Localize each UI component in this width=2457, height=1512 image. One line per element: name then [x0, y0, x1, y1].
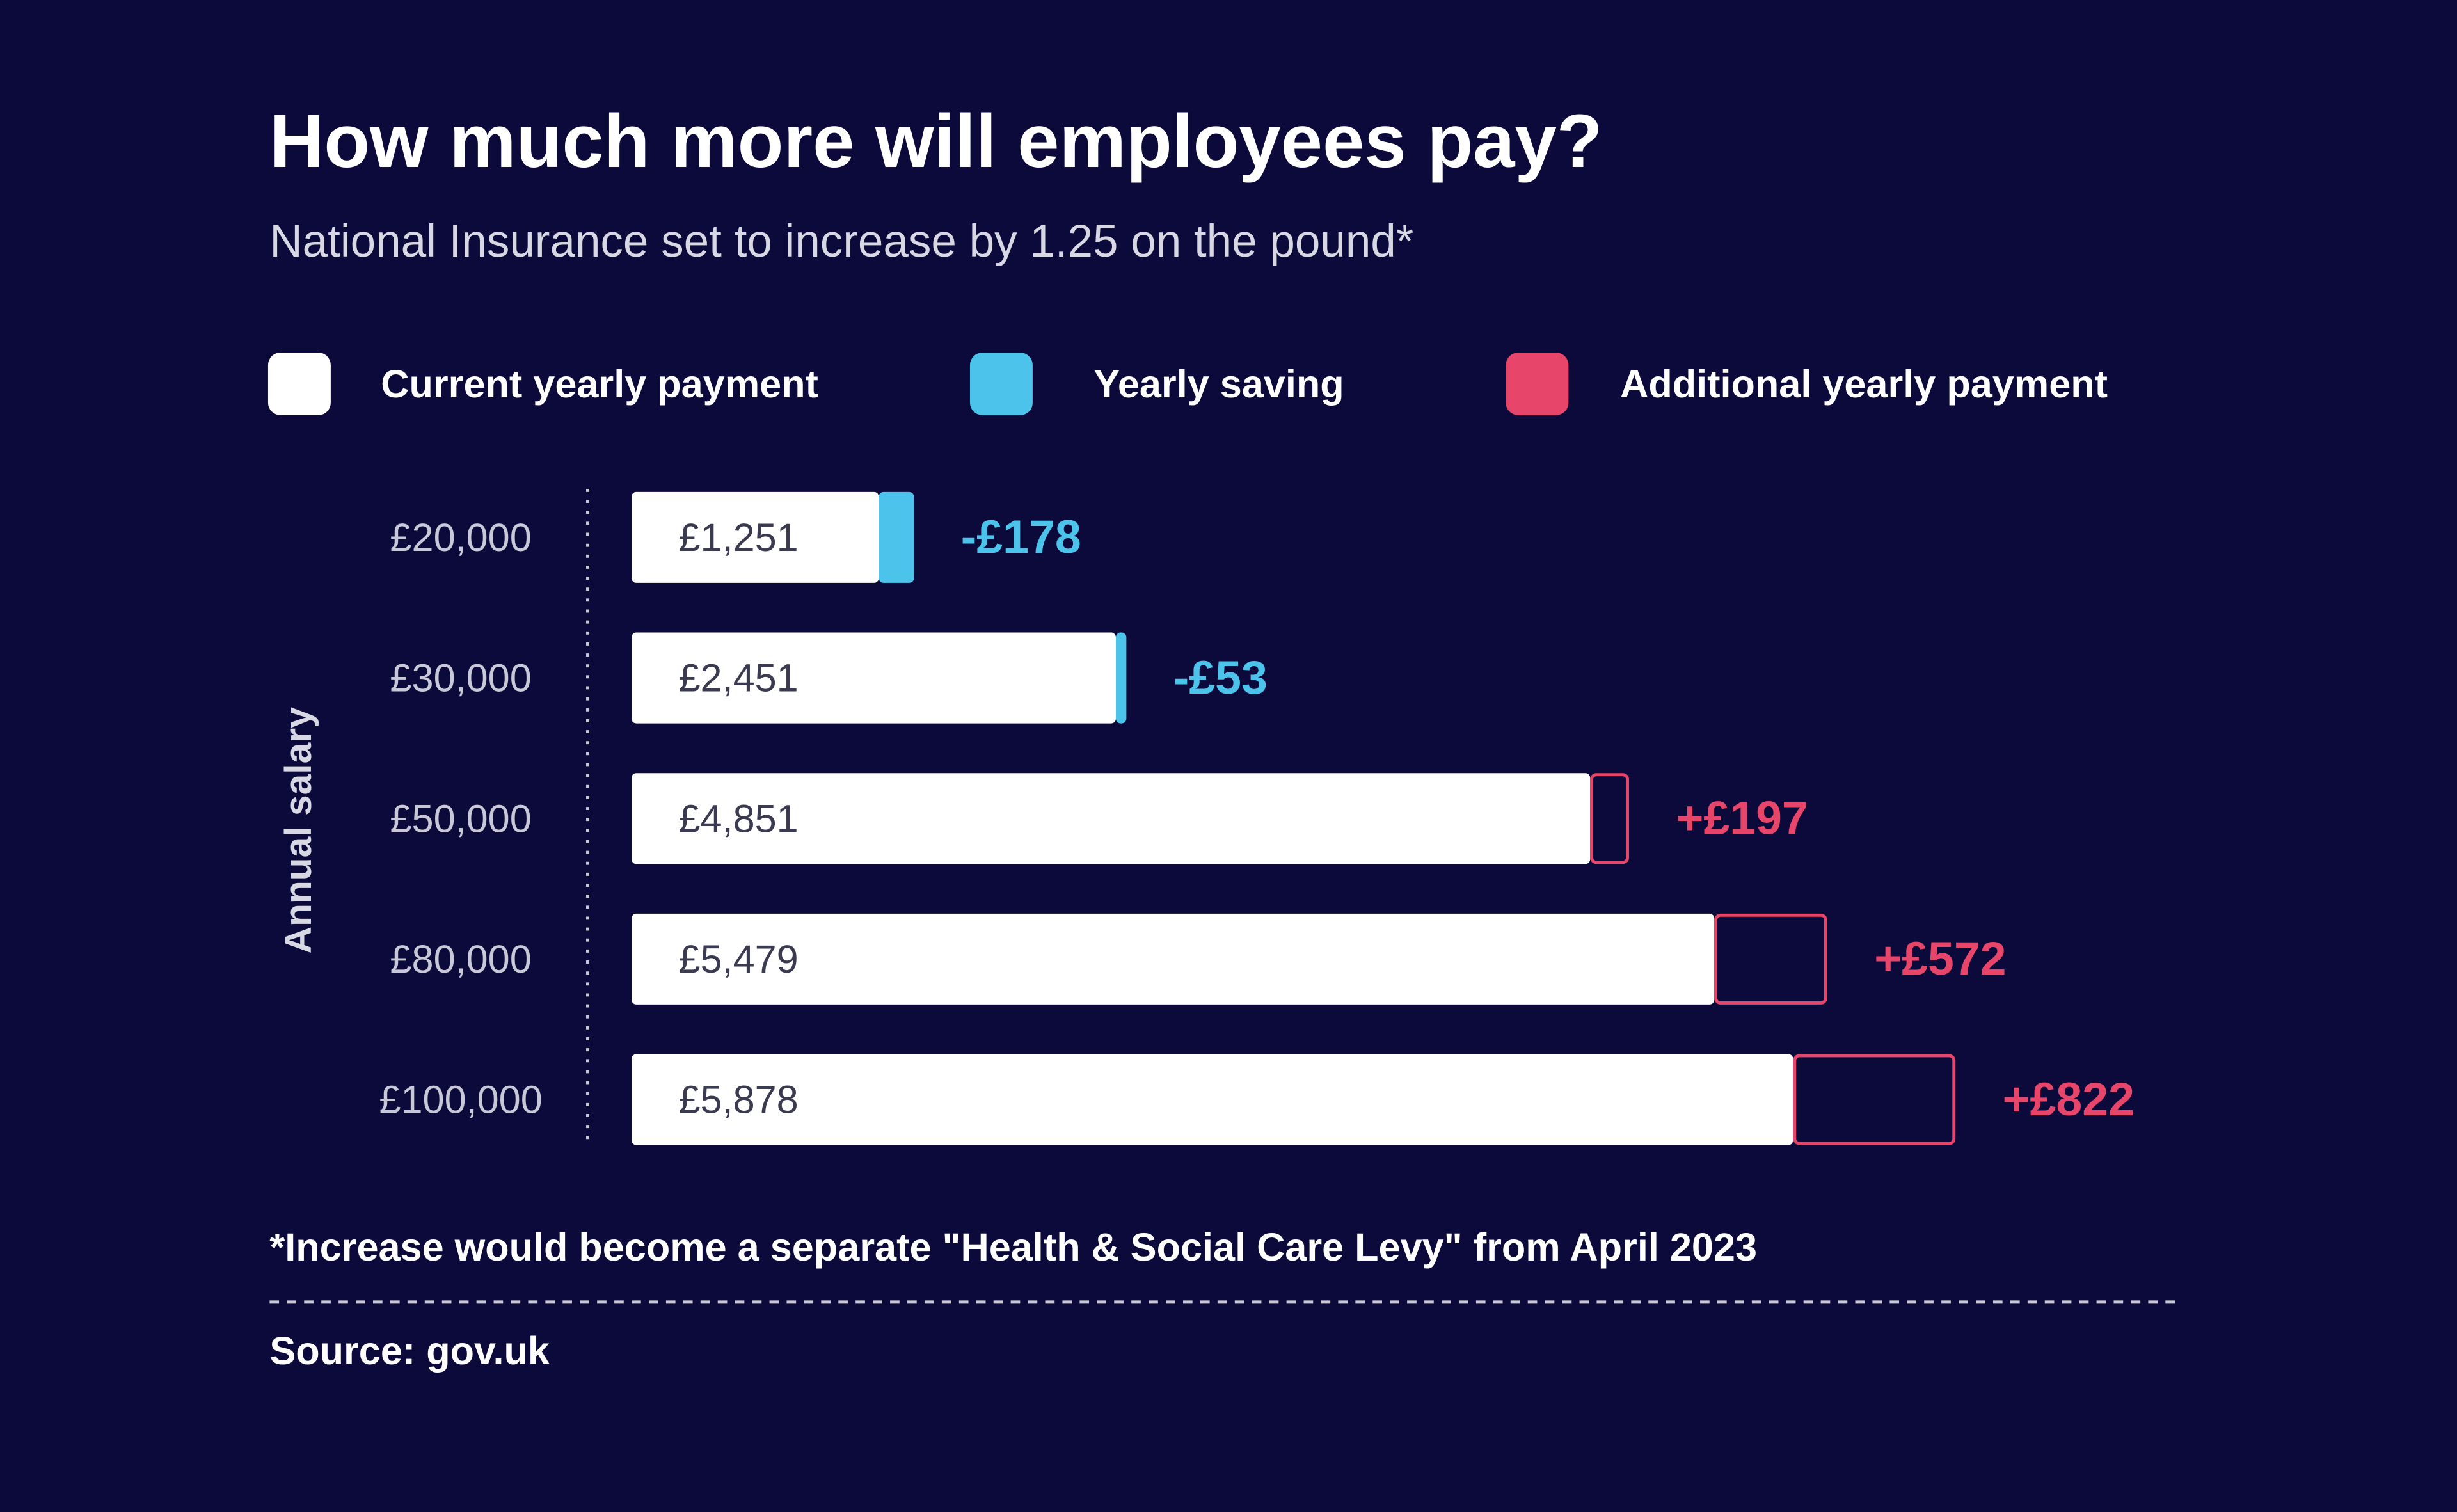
bar-segment: [632, 1054, 1793, 1145]
bar-value-label: £2,451: [679, 657, 799, 700]
chart-title: How much more will employees pay?: [269, 99, 1602, 183]
bar-value-label: £5,479: [679, 937, 799, 981]
bar-segment: [632, 773, 1591, 864]
legend-swatch: [969, 352, 1033, 415]
legend-label: Current yearly payment: [381, 362, 818, 406]
bar-segment: [1793, 1054, 1956, 1145]
bar-value-label: +£822: [2003, 1072, 2135, 1126]
category-label: £30,000: [390, 657, 532, 700]
category-label: £80,000: [390, 937, 532, 981]
bar-value-label: £1,251: [679, 516, 799, 559]
legend-label: Additional yearly payment: [1620, 362, 2108, 406]
bar-segment: [1590, 773, 1630, 864]
legend-swatch: [1506, 352, 1569, 415]
bar-segment: [632, 632, 1116, 724]
bar-value-label: -£53: [1173, 651, 1268, 704]
bar-segment: [632, 913, 1715, 1005]
bar-segment: [1714, 913, 1827, 1005]
source: Source: gov.uk: [269, 1329, 550, 1373]
category-label: £50,000: [390, 797, 532, 840]
bar-value-label: £4,851: [679, 797, 799, 840]
bar-segment: [632, 491, 879, 583]
legend-swatch: [267, 352, 331, 415]
chart-subtitle: National Insurance set to increase by 1.…: [269, 216, 1413, 267]
bar-value-label: £5,878: [679, 1078, 799, 1122]
bar-segment: [1115, 632, 1127, 724]
bar-value-label: +£572: [1874, 932, 2006, 985]
category-label: £100,000: [379, 1078, 542, 1122]
bar-value-label: -£178: [961, 510, 1081, 563]
bar-value-label: +£197: [1676, 792, 1808, 845]
footnote: *Increase would become a separate "Healt…: [269, 1225, 1757, 1269]
category-label: £20,000: [390, 516, 532, 559]
axis-label: Annual salary: [278, 707, 319, 954]
legend-label: Yearly saving: [1093, 362, 1344, 406]
bar-segment: [879, 491, 914, 583]
